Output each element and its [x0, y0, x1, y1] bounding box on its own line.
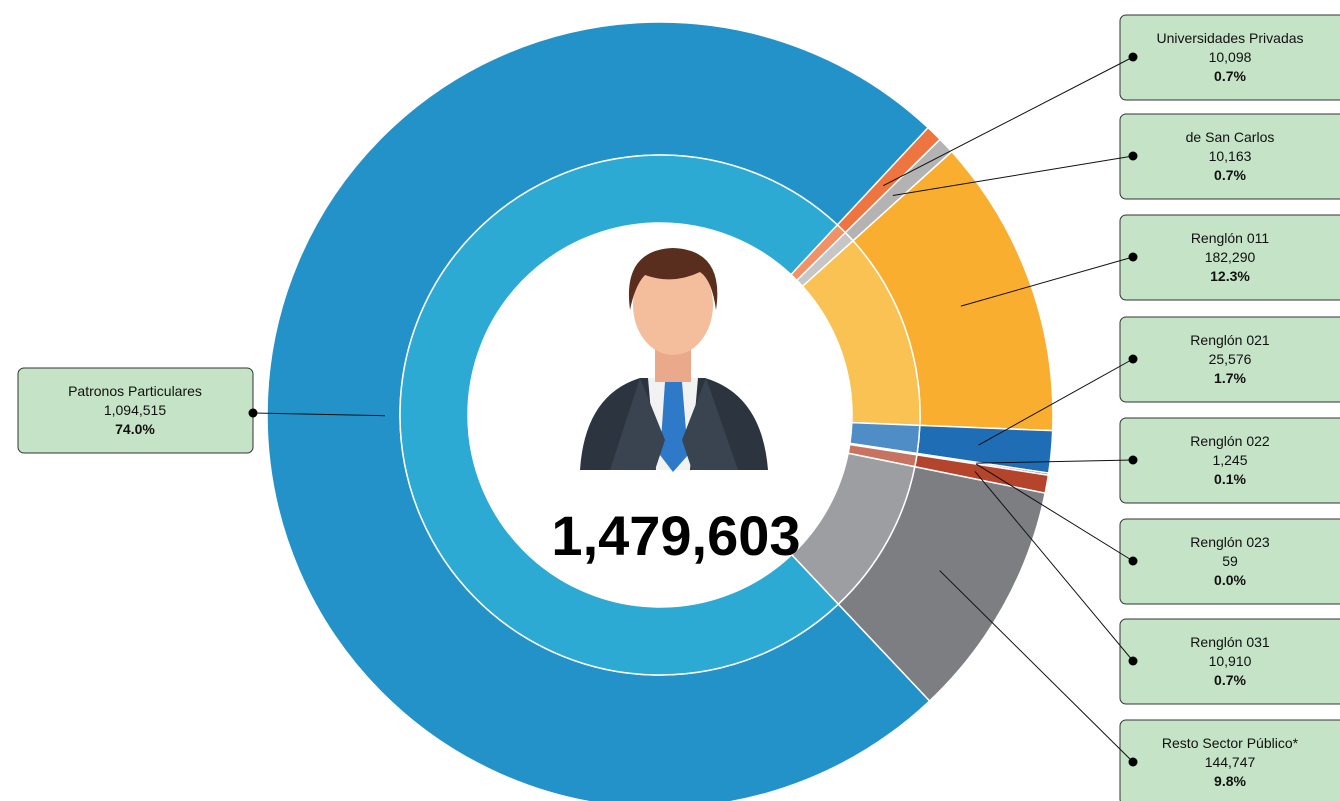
- percent-label: 0.7%: [1214, 672, 1246, 688]
- percent-label: 74.0%: [115, 421, 155, 437]
- category-label: Patronos Particulares: [68, 383, 202, 399]
- percent-label: 9.8%: [1214, 773, 1246, 789]
- leader-dot: [1129, 253, 1138, 262]
- value-label: 182,290: [1205, 249, 1256, 265]
- value-label: 10,163: [1209, 148, 1252, 164]
- leader-dot: [1129, 456, 1138, 465]
- percent-label: 0.1%: [1214, 471, 1246, 487]
- category-label: Renglón 011: [1191, 230, 1270, 246]
- leader-dot: [1129, 152, 1138, 161]
- percent-label: 12.3%: [1210, 268, 1250, 284]
- percent-label: 0.0%: [1214, 572, 1246, 588]
- value-label: 25,576: [1209, 351, 1252, 367]
- leader-dot: [1129, 53, 1138, 62]
- value-label: 144,747: [1205, 754, 1256, 770]
- leader-dot: [1129, 557, 1138, 566]
- category-label: Renglón 022: [1190, 433, 1270, 449]
- chart: 1,479,603 Universidades Privadas 10,098 0.…: [0, 0, 1340, 801]
- percent-label: 0.7%: [1214, 167, 1246, 183]
- category-label: Resto Sector Público*: [1162, 735, 1299, 751]
- leader-dot: [1129, 758, 1138, 767]
- total: 1,479,603: [551, 504, 800, 567]
- category-label: Universidades Privadas: [1156, 30, 1303, 46]
- leader-line: [940, 571, 1133, 762]
- percent-label: 0.7%: [1214, 68, 1246, 84]
- category-label: de San Carlos: [1186, 129, 1275, 145]
- value-label: 10,910: [1209, 653, 1252, 669]
- category-label: Renglón 021: [1190, 332, 1270, 348]
- category-label: Renglón 031: [1190, 634, 1270, 650]
- value-label: 1,245: [1212, 452, 1247, 468]
- percent-label: 1.7%: [1214, 370, 1246, 386]
- value-label: 1,094,515: [104, 402, 166, 418]
- leader-dot: [1129, 355, 1138, 364]
- category-label: Renglón 023: [1190, 534, 1270, 550]
- value-label: 59: [1222, 553, 1238, 569]
- leader-dot: [249, 409, 258, 418]
- value-label: 10,098: [1209, 49, 1252, 65]
- leader-dot: [1129, 657, 1138, 666]
